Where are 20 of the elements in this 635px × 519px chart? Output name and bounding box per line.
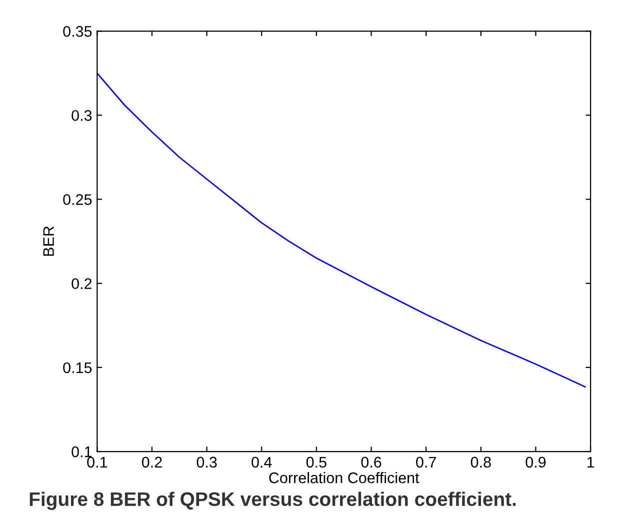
x-tick-label: 0.2	[142, 456, 162, 468]
line-series	[97, 72, 586, 388]
y-tick-label: 0.1	[72, 446, 92, 458]
y-tick-label: 0.35	[63, 26, 92, 37]
x-tick-label: 0.6	[361, 456, 382, 468]
y-axis-title: BER	[43, 226, 54, 256]
x-tick-label: 0.4	[252, 456, 272, 468]
x-tick-label: 0.3	[196, 456, 217, 468]
y-tick-label: 0.15	[63, 362, 92, 374]
x-tick-label: 0.1	[87, 456, 108, 468]
y-tick-label: 0.2	[72, 278, 92, 290]
x-tick-label: 1	[587, 456, 594, 468]
x-tick-label: 0.9	[526, 456, 546, 468]
y-tick-label: 0.25	[63, 194, 92, 205]
x-tick-label: 0.5	[306, 456, 326, 468]
x-axis-title: Correlation Coefficient	[269, 472, 420, 484]
x-tick-label: 0.8	[470, 456, 491, 468]
y-tick-label: 0.3	[72, 110, 92, 121]
caption: Figure 8 BER of QPSK versus correlation coefficient.	[30, 492, 516, 510]
x-tick-label: 0.7	[416, 456, 436, 468]
